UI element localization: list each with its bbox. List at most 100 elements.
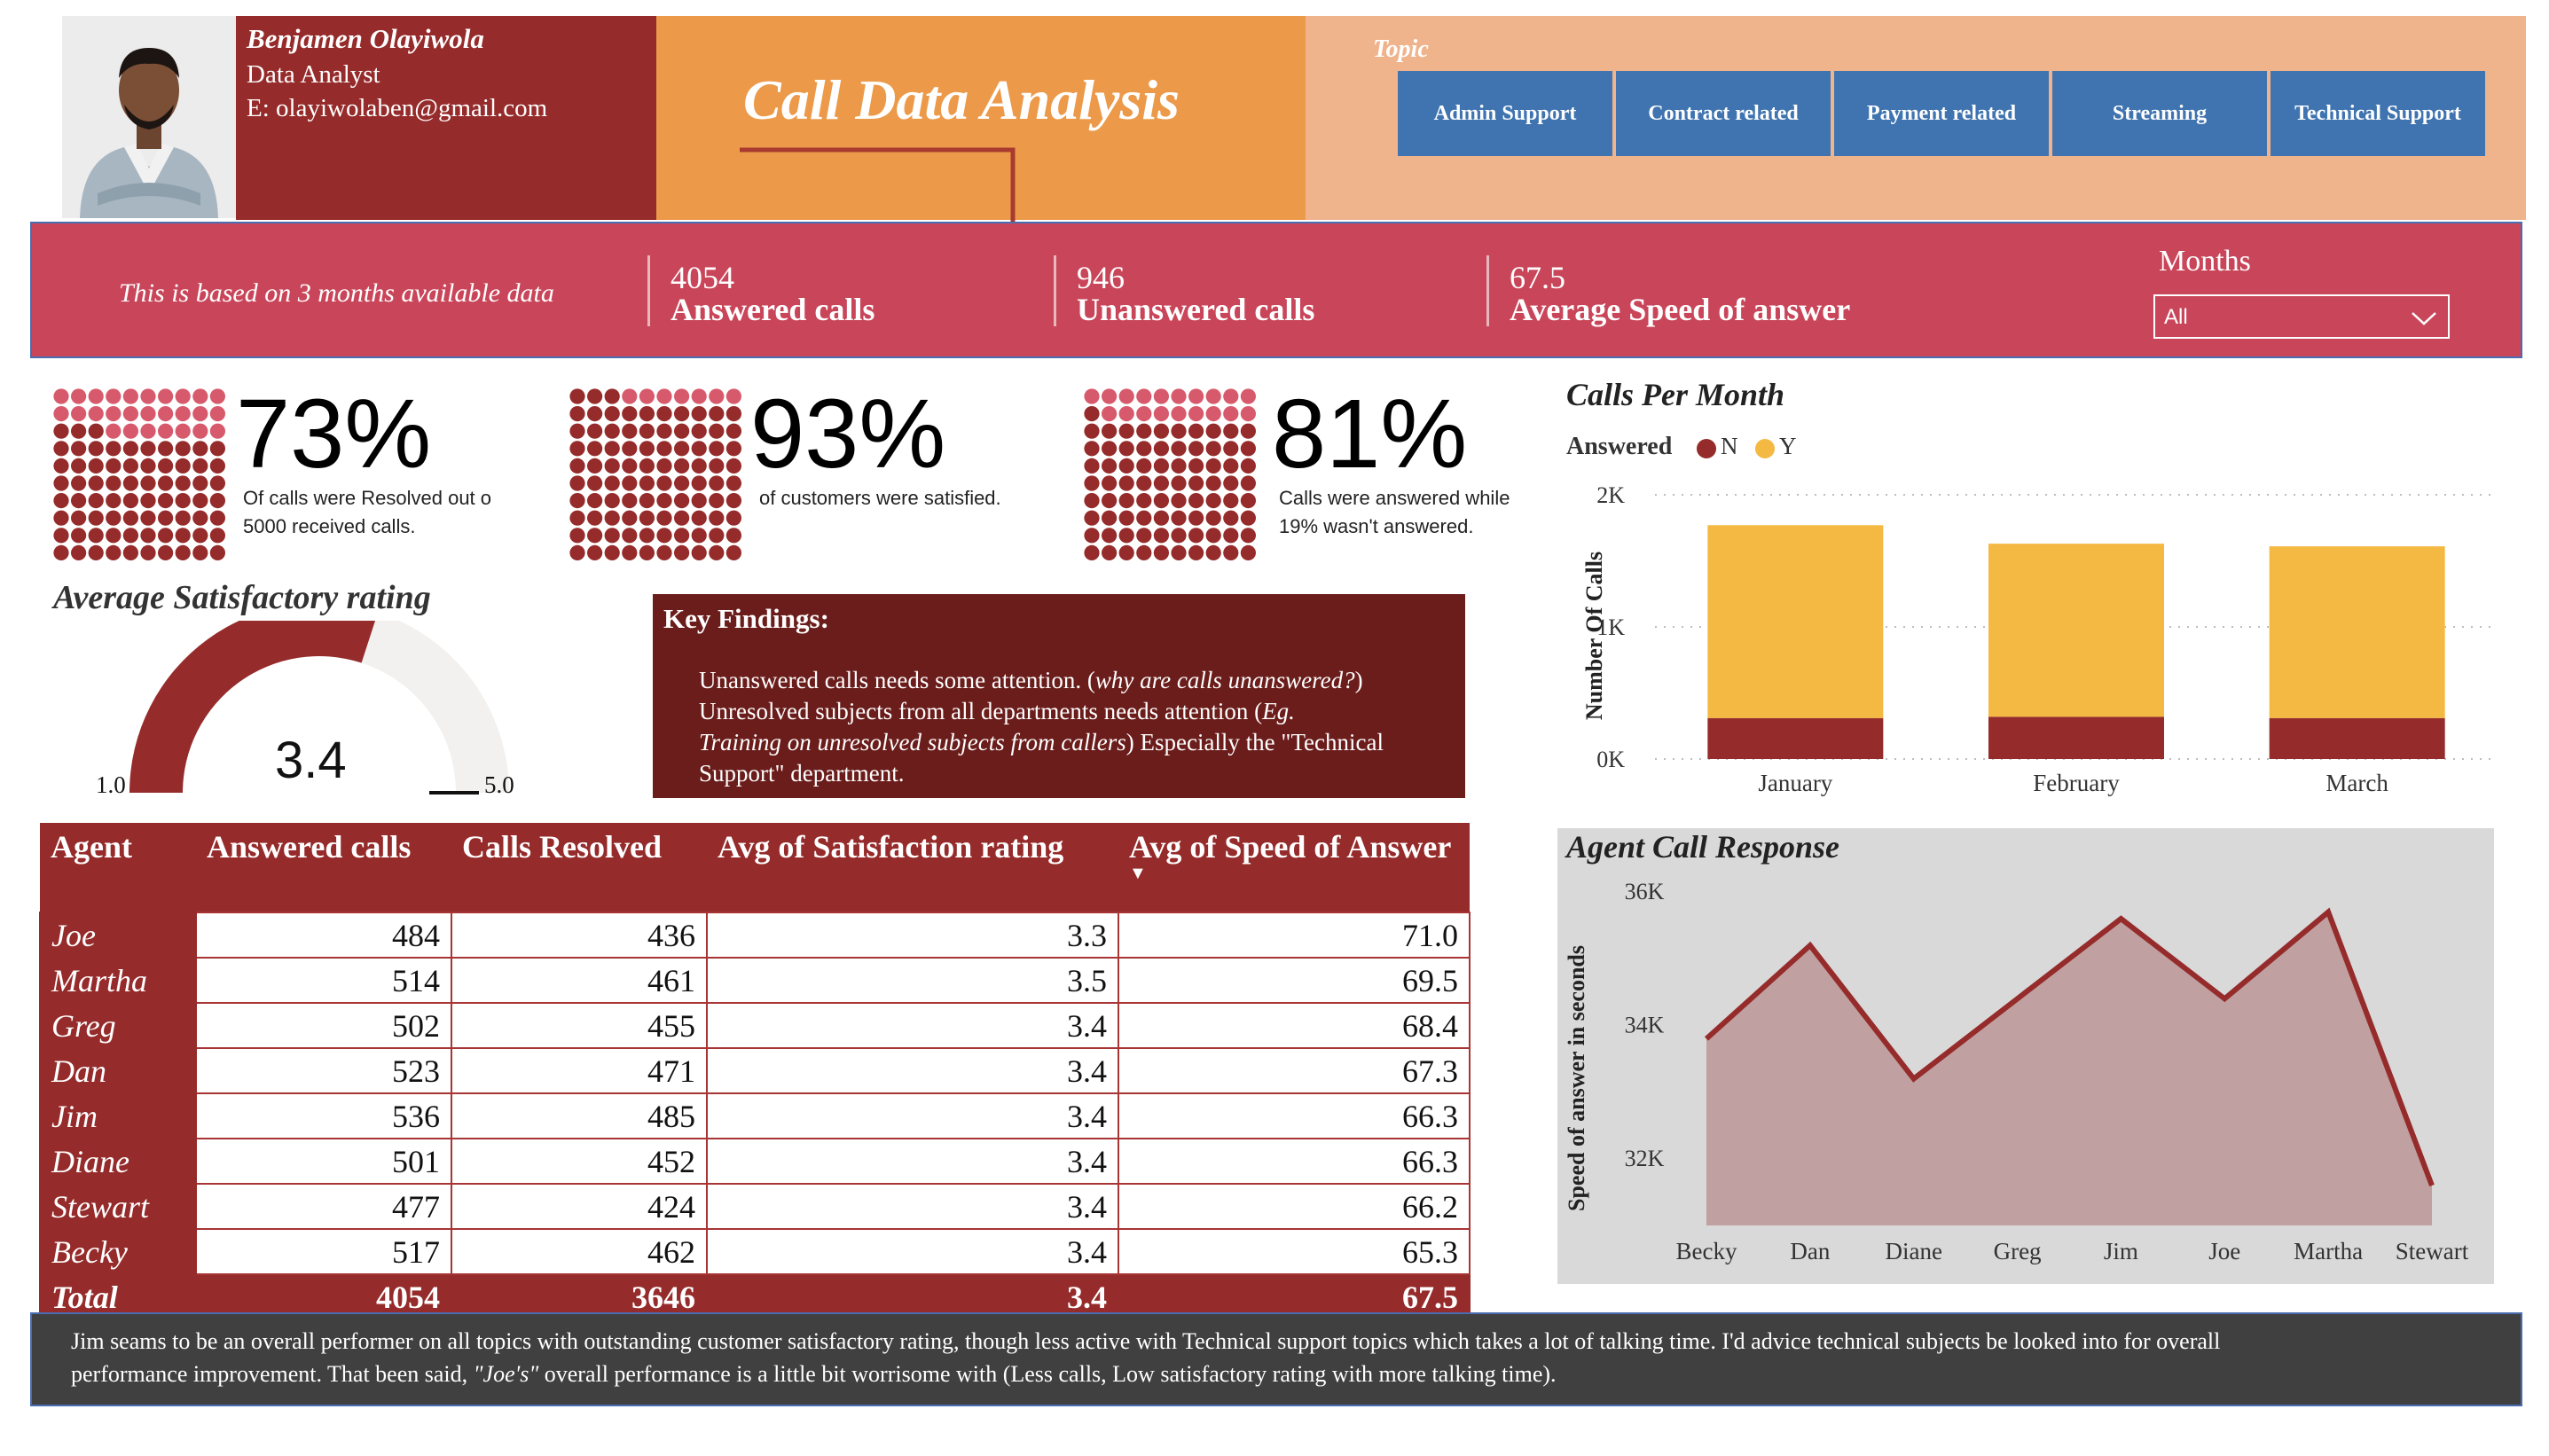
waffle-dot [71,441,87,457]
title-panel: Call Data Analysis [656,16,1306,280]
waffle-dot [1171,475,1187,491]
waffle-dot [122,493,138,509]
waffle-dot [674,441,690,457]
waffle-dot [175,510,191,526]
waffle-dot [1188,528,1204,544]
agent-name-cell: Martha [39,957,197,1004]
data-point[interactable] [2219,993,2230,1004]
waffle-dot [1084,493,1100,509]
waffle-dot [122,544,138,560]
waffle-dot [569,493,585,509]
waffle-dot [656,458,672,474]
key-findings-text: Unanswered calls needs some attention. (… [699,665,1453,789]
bar-segment-n[interactable] [1988,716,2164,759]
col-answered-header[interactable]: Answered calls [196,823,451,892]
data-point[interactable] [1701,1033,1712,1044]
person-avatar-icon [62,16,236,218]
table-row[interactable]: Greg 502 455 3.4 68.4 [39,1002,1471,1049]
waffle-dot [1102,388,1118,404]
table-row[interactable]: Dan 523 471 3.4 67.3 [39,1047,1471,1094]
waffle-dot [88,493,104,509]
gauge-value: 3.4 [275,732,347,789]
data-point[interactable] [1805,940,1816,951]
kpi-divider [1054,255,1056,326]
waffle-dot [71,423,87,439]
waffle-dot [106,423,122,439]
col-speed-header[interactable]: Avg of Speed of Answer ▼ [1118,823,1470,892]
y-tick-label: 32K [1625,1146,1665,1171]
data-point[interactable] [2427,1180,2437,1191]
col-satisfaction-header[interactable]: Avg of Satisfaction rating [707,823,1118,892]
waffle-dot [71,406,87,422]
col-agent-header[interactable]: Agent [40,823,196,892]
table-cell: 536 [195,1092,452,1139]
waffle-dot [209,423,225,439]
bar-segment-n[interactable] [1707,717,1884,759]
table-row[interactable]: Diane 501 452 3.4 66.3 [39,1138,1471,1185]
bar-segment-n[interactable] [2269,717,2445,759]
data-point[interactable] [1909,1074,1919,1084]
waffle-dot [1118,423,1134,439]
table-row[interactable]: Jim 536 485 3.4 66.3 [39,1092,1471,1139]
waffle-dot [53,475,69,491]
data-point[interactable] [2323,907,2333,918]
table-row[interactable]: Martha 514 461 3.5 69.5 [39,957,1471,1004]
waffle-dot [1136,493,1152,509]
data-point[interactable] [2115,913,2126,924]
col-resolved-header[interactable]: Calls Resolved [451,823,707,892]
months-dropdown[interactable]: All [2153,294,2450,339]
waffle-dot [1153,423,1169,439]
calls-per-month-title: Calls Per Month [1566,377,1785,412]
topic-payment-related-button[interactable]: Payment related [1834,71,2049,156]
waffle-dot [674,423,690,439]
waffle-dot [1118,528,1134,544]
waffle-dot [158,493,174,509]
kpi-divider [1486,255,1489,326]
waffle-dot [1223,510,1239,526]
waffle-dot [1223,544,1239,560]
topic-streaming-button[interactable]: Streaming [2052,71,2267,156]
waffle-dot [709,458,725,474]
table-cell: 69.5 [1118,957,1471,1004]
waffle-dot [725,544,741,560]
bar-segment-y[interactable] [2269,546,2445,718]
waffle-dot [1171,458,1187,474]
table-cell: 3.4 [706,1092,1119,1139]
table-row[interactable]: Becky 517 462 3.4 65.3 [39,1228,1471,1275]
page-title: Call Data Analysis [743,68,1180,131]
data-point[interactable] [2012,993,2023,1004]
key-findings-panel: Key Findings: Unanswered calls needs som… [653,594,1465,798]
bar-segment-y[interactable] [1988,544,2164,717]
resolved-caption-line2: 5000 received calls. [243,515,416,537]
waffle-dot [71,388,87,404]
area-fill [1706,912,2432,1225]
table-cell: 3.4 [706,1183,1119,1230]
table-row[interactable]: Stewart 477 424 3.4 66.2 [39,1183,1471,1230]
waffle-dot [709,441,725,457]
unanswered-calls-value: 946 [1077,260,1125,295]
profile-email[interactable]: E: olayiwolaben@gmail.com [247,94,548,122]
calls-per-month-chart: 0K 1K 2K Number Of Calls January February Marc… [1581,482,2498,796]
table-cell: 517 [195,1228,452,1275]
topic-admin-support-button[interactable]: Admin Support [1398,71,1612,156]
topic-contract-related-button[interactable]: Contract related [1616,71,1831,156]
waffle-dot [1223,406,1239,422]
waffle-dot [209,528,225,544]
waffle-dot [691,475,707,491]
waffle-dot [88,423,104,439]
waffle-dot [53,493,69,509]
waffle-dot [569,406,585,422]
waffle-dot [1153,441,1169,457]
x-tick-label: Stewart [2396,1238,2469,1264]
table-row[interactable]: Joe 484 436 3.3 71.0 [39,912,1471,959]
waffle-dot [140,458,156,474]
waffle-dot [88,458,104,474]
bar-segment-y[interactable] [1707,525,1884,718]
topic-technical-support-button[interactable]: Technical Support [2271,71,2485,156]
response-line[interactable] [1704,907,2435,1186]
waffle-dot [192,528,208,544]
waffle-dot [1102,544,1118,560]
waffle-dot [140,441,156,457]
waffle-dot [175,528,191,544]
x-tick-label: March [2325,770,2388,796]
